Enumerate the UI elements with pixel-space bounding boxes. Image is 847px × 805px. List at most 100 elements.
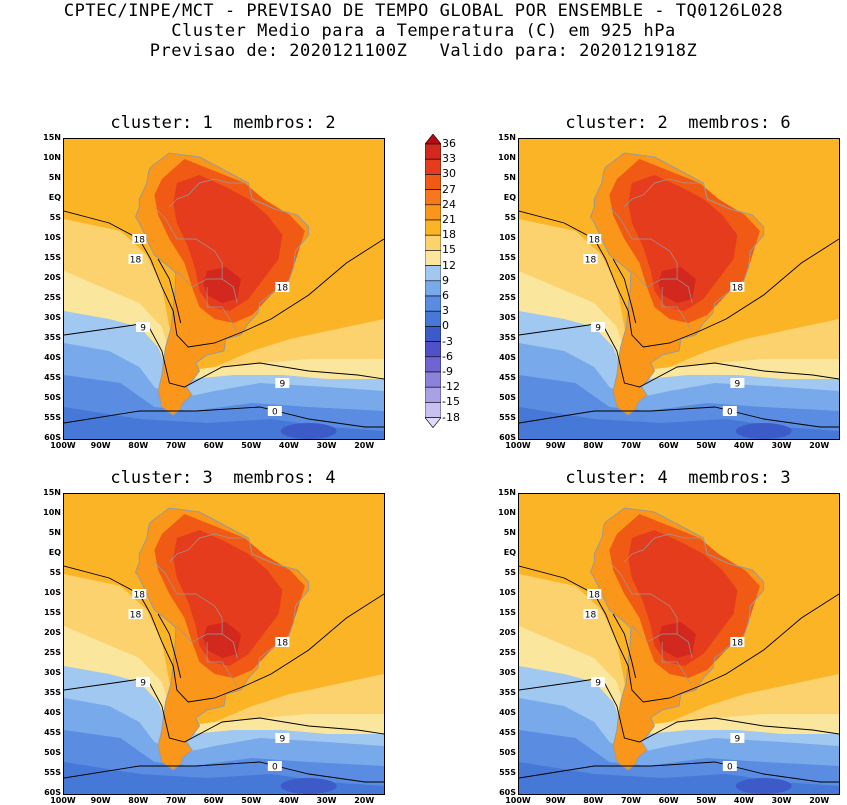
contour-label-box [275, 637, 290, 647]
lat-tick-label: 40S [499, 353, 516, 362]
lat-tick-label: 35S [44, 688, 61, 697]
lat-tick-label: 20S [499, 628, 516, 637]
colorbar-label: 6 [442, 289, 449, 302]
lon-tick-label: 80W [583, 441, 604, 450]
colorbar-swatch [425, 189, 441, 206]
temperature-map: 18 18 18 9 9 0 [64, 494, 384, 794]
lat-tick-label: 60S [44, 433, 61, 442]
lon-tick-label: 30W [771, 441, 792, 450]
lat-tick-label: 40S [499, 708, 516, 717]
lon-tick-label: 30W [316, 796, 337, 805]
map-panel-cluster-3: 18 18 18 9 9 0 [63, 493, 385, 795]
lat-tick-label: 15N [43, 488, 61, 497]
lon-tick-label: 90W [545, 441, 566, 450]
lat-tick-label: 15N [498, 488, 516, 497]
contour-label-box [587, 234, 602, 244]
lat-tick-label: 55S [44, 413, 61, 422]
colorbar-swatch [425, 234, 441, 251]
contour-label: 9 [140, 324, 146, 334]
lon-tick-label: 100W [50, 796, 76, 805]
lon-tick-label: 30W [316, 441, 337, 450]
lat-tick-label: 50S [499, 748, 516, 757]
border-line-4 [676, 633, 693, 659]
colorbar-swatch [425, 158, 441, 175]
lat-tick-label: 55S [499, 413, 516, 422]
colorbar-label: 18 [442, 228, 456, 242]
lon-tick-label: 60W [658, 796, 679, 805]
colorbar-swatch [425, 280, 441, 297]
contour-label: 9 [140, 679, 146, 689]
temperature-map: 18 18 18 9 9 0 [64, 139, 384, 439]
lat-tick-label: 35S [499, 333, 516, 342]
contour-label: 18 [589, 591, 601, 601]
lat-tick-label: 10N [498, 508, 516, 517]
lat-tick-label: EQ [503, 548, 516, 557]
contour-label: 9 [734, 380, 740, 390]
field-minus3-0 [735, 778, 792, 794]
contour-label-box [275, 733, 290, 743]
land-30-33 [203, 622, 241, 658]
colorbar-label: -15 [442, 395, 460, 409]
lat-tick-label: 30S [44, 668, 61, 677]
colorbar-swatch [425, 265, 441, 282]
lat-tick-label: 10S [499, 588, 516, 597]
lat-tick-label: 45S [499, 728, 516, 737]
colorbar-label: -9 [442, 365, 453, 378]
contour-18-b [157, 613, 182, 679]
lat-tick-label: 15S [499, 608, 516, 617]
contour-label: 9 [279, 380, 285, 390]
contour-label-box [132, 234, 147, 244]
border-line-4 [676, 278, 693, 304]
contour-label: 9 [595, 679, 601, 689]
lat-tick-label: 5S [504, 568, 516, 577]
subtitle-variable: Cluster Medio para a Temperatura (C) em … [171, 21, 676, 41]
colorbar-swatch [425, 250, 441, 266]
lat-tick-label: 5S [49, 213, 61, 222]
lat-tick-label: 20S [44, 273, 61, 282]
lat-tick-label: 25S [499, 293, 516, 302]
colorbar-swatch [425, 326, 441, 342]
contour-label-box [128, 254, 143, 264]
lat-tick-label: 60S [499, 433, 516, 442]
colorbar-swatch [425, 204, 441, 221]
colorbar-label: 0 [442, 319, 449, 333]
lat-tick-label: 25S [44, 293, 61, 302]
lat-tick-label: 40S [44, 708, 61, 717]
contour-label-box [591, 322, 606, 332]
lon-tick-label: 20W [354, 441, 375, 450]
panel-title-cluster-3: cluster: 3 membros: 4 [110, 468, 336, 488]
colorbar-label: -12 [442, 380, 460, 394]
colorbar-swatch [425, 310, 441, 327]
panel-title-cluster-4: cluster: 4 membros: 3 [565, 468, 791, 488]
lon-tick-label: 50W [696, 796, 717, 805]
lat-tick-label: 15S [44, 608, 61, 617]
colorbar-label: 9 [442, 273, 449, 287]
colorbar-swatch [425, 341, 441, 358]
land-27-30 [628, 530, 738, 666]
contour-label-box [583, 254, 598, 264]
lat-tick-label: 10N [43, 508, 61, 517]
field-minus3-0 [280, 423, 337, 439]
panel-title-cluster-1: cluster: 1 membros: 2 [110, 113, 336, 133]
colorbar-label: 36 [442, 137, 456, 150]
lat-tick-label: 5S [504, 213, 516, 222]
lon-tick-label: 90W [90, 796, 111, 805]
lon-tick-label: 80W [128, 796, 149, 805]
lon-tick-label: 50W [241, 796, 262, 805]
contour-18-b [612, 258, 637, 324]
lon-tick-label: 40W [278, 796, 299, 805]
contour-label-box [132, 589, 147, 599]
contour-18-b [612, 613, 637, 679]
contour-label: 0 [272, 408, 278, 418]
panel-title-cluster-2: cluster: 2 membros: 6 [565, 113, 791, 133]
temperature-map: 18 18 18 9 9 0 [519, 139, 839, 439]
lat-tick-label: 55S [44, 768, 61, 777]
lon-tick-label: 60W [203, 441, 224, 450]
lon-tick-label: 70W [165, 796, 186, 805]
lat-tick-label: 45S [44, 728, 61, 737]
border-line-1 [169, 178, 245, 208]
contour-label-box [730, 282, 745, 292]
contour-label-box [275, 378, 290, 388]
subtitle-dates: Previsao de: 2020121100Z Valido para: 20… [149, 41, 698, 61]
border-line-0 [631, 593, 678, 643]
